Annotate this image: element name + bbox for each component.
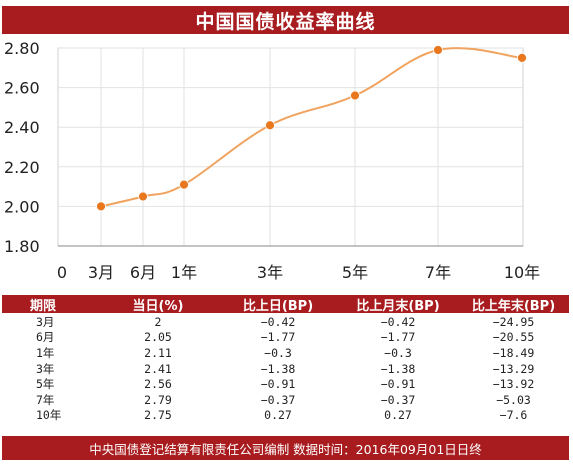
x-tick-label: 6月 <box>130 263 156 282</box>
table-cell: 0.27 <box>384 408 412 423</box>
table-cell: −0.37 <box>260 392 296 407</box>
data-point <box>433 45 443 55</box>
table-cell: 2.79 <box>144 392 172 407</box>
header-term: 期限 <box>30 298 57 314</box>
y-tick-label: 2.20 <box>4 158 40 177</box>
table-row: 10年 2.75 0.27 0.27 −7.6 <box>2 408 569 424</box>
data-point <box>138 191 148 202</box>
yield-curve-chart: 1.80 2.00 2.20 2.40 2.60 2.80 0 3月 6月 1年 3年 5年 7年 10年 <box>4 39 540 282</box>
table-cell: 2.41 <box>144 361 172 376</box>
table-cell: 2 <box>154 314 162 329</box>
table-cell: 10年 <box>36 408 62 423</box>
table-cell: −20.55 <box>492 330 535 345</box>
plot-area <box>57 47 524 247</box>
y-tick-label: 1.80 <box>4 237 40 256</box>
table-cell: −13.92 <box>492 377 535 392</box>
y-tick-label: 2.80 <box>4 39 40 58</box>
x-tick-label: 10年 <box>504 263 540 282</box>
table-cell: 2.05 <box>144 330 172 345</box>
table-row: 3年 2.41 −1.38 −1.38 −13.29 <box>2 361 569 377</box>
x-tick-label: 5年 <box>342 263 368 282</box>
chart-title: 中国国债收益率曲线 <box>2 6 569 34</box>
table-body: 3月 2 −0.42 −0.42 −24.95 6月 2.05 −1.77 −1.77 −20.5… <box>2 314 569 423</box>
x-tick-label: 0 <box>57 263 67 282</box>
table-cell: 2.56 <box>144 377 172 392</box>
y-tick-label: 2.60 <box>4 79 40 98</box>
table-cell: −0.91 <box>380 377 416 392</box>
footer-source: 中央国债登记结算有限责任公司编制 数据时间：2016年09月01日日终 <box>2 436 569 460</box>
table-cell: −1.77 <box>380 330 416 345</box>
table-row: 7年 2.79 −0.37 −0.37 −5.03 <box>2 392 569 408</box>
data-point <box>265 120 275 131</box>
x-tick-label: 7年 <box>425 263 451 282</box>
header-today: 当日(%) <box>132 298 184 314</box>
x-tick-label: 1年 <box>171 263 197 282</box>
table-cell: 2.11 <box>144 345 172 360</box>
data-point <box>179 179 189 190</box>
y-tick-label: 2.00 <box>4 197 40 216</box>
x-tick-label: 3月 <box>88 263 114 282</box>
table-cell: −1.38 <box>260 361 296 376</box>
table-cell: −24.95 <box>492 314 535 329</box>
table-cell: 7年 <box>36 392 55 407</box>
table-cell: −1.38 <box>380 361 416 376</box>
table-row: 6月 2.05 −1.77 −1.77 −20.55 <box>2 330 569 346</box>
table-cell: 2.75 <box>144 408 172 423</box>
data-point <box>517 52 527 63</box>
table-cell: −1.77 <box>260 330 296 345</box>
data-point <box>350 90 360 101</box>
table-row: 5年 2.56 −0.91 −0.91 −13.92 <box>2 376 569 392</box>
table-header-row: 期限 当日(%) 比上日(BP) 比上月末(BP) 比上年末(BP) <box>2 295 569 314</box>
table-cell: −13.29 <box>492 361 535 376</box>
table-cell: −5.03 <box>496 392 531 407</box>
x-tick-label: 3年 <box>257 263 283 282</box>
table-cell: −7.6 <box>499 408 528 423</box>
table-cell: 3月 <box>36 314 55 329</box>
header-vs-prev-month: 比上月末(BP) <box>356 298 440 314</box>
table-cell: −0.91 <box>260 377 296 392</box>
table-cell: −0.3 <box>264 345 292 360</box>
table-cell: −18.49 <box>492 345 535 360</box>
table-cell: 1年 <box>36 345 55 360</box>
data-point <box>96 201 106 212</box>
table-cell: 6月 <box>36 330 55 345</box>
table-cell: 5年 <box>36 377 55 392</box>
table-row: 3月 2 −0.42 −0.42 −24.95 <box>2 314 569 330</box>
table-cell: 3年 <box>36 361 55 376</box>
table-cell: −0.42 <box>380 314 416 329</box>
table-row: 1年 2.11 −0.3 −0.3 −18.49 <box>2 345 569 361</box>
y-tick-label: 2.40 <box>4 118 40 137</box>
header-vs-prev-year: 比上年末(BP) <box>471 298 556 314</box>
header-vs-prev-day: 比上日(BP) <box>242 298 314 314</box>
table-cell: 0.27 <box>264 408 292 423</box>
table-cell: −0.42 <box>260 314 296 329</box>
table-cell: −0.37 <box>380 392 416 407</box>
table-cell: −0.3 <box>384 345 412 360</box>
